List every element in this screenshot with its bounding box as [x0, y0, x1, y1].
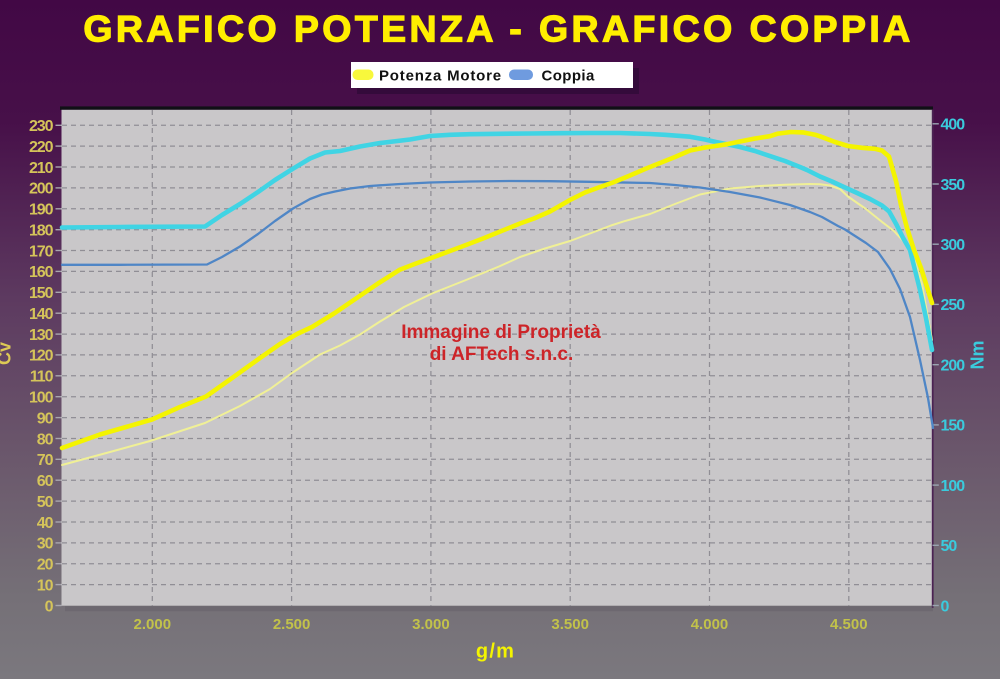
svg-text:0: 0 [45, 598, 54, 615]
svg-text:50: 50 [941, 538, 958, 555]
svg-text:210: 210 [29, 160, 54, 177]
svg-text:120: 120 [29, 348, 54, 365]
svg-text:g/m: g/m [476, 641, 515, 663]
svg-text:3.000: 3.000 [412, 616, 450, 633]
svg-text:GRAFICO POTENZA - GRAFICO COPP: GRAFICO POTENZA - GRAFICO COPPIA [83, 7, 913, 49]
svg-text:400: 400 [941, 117, 966, 134]
svg-text:2.000: 2.000 [134, 616, 172, 633]
svg-text:Nm: Nm [968, 340, 988, 369]
svg-text:180: 180 [29, 223, 54, 240]
svg-text:30: 30 [37, 536, 54, 553]
svg-text:150: 150 [941, 418, 966, 435]
svg-text:220: 220 [29, 139, 54, 156]
svg-text:50: 50 [37, 494, 54, 511]
svg-text:350: 350 [941, 177, 966, 194]
svg-text:130: 130 [29, 327, 54, 344]
svg-text:70: 70 [37, 452, 54, 469]
svg-text:100: 100 [941, 478, 966, 495]
svg-text:230: 230 [29, 118, 54, 135]
svg-text:170: 170 [29, 243, 54, 260]
svg-text:Potenza Motore: Potenza Motore [379, 68, 502, 85]
svg-text:di AFTech s.n.c.: di AFTech s.n.c. [430, 344, 574, 365]
svg-text:140: 140 [29, 306, 54, 323]
svg-text:40: 40 [37, 515, 54, 532]
svg-text:4.000: 4.000 [691, 616, 729, 633]
svg-text:10: 10 [37, 577, 54, 594]
svg-text:0: 0 [941, 598, 950, 615]
svg-text:200: 200 [941, 358, 966, 375]
svg-text:150: 150 [29, 285, 54, 302]
svg-text:20: 20 [37, 557, 54, 574]
svg-text:Cv: Cv [0, 342, 15, 365]
svg-text:300: 300 [941, 237, 966, 254]
svg-text:200: 200 [29, 181, 54, 198]
svg-text:190: 190 [29, 202, 54, 219]
svg-text:110: 110 [30, 369, 54, 386]
svg-text:80: 80 [37, 431, 54, 448]
svg-text:Immagine di Proprietà: Immagine di Proprietà [401, 322, 601, 343]
svg-text:Coppia: Coppia [542, 68, 595, 85]
svg-text:250: 250 [941, 297, 966, 314]
svg-text:4.500: 4.500 [830, 616, 868, 633]
svg-text:3.500: 3.500 [551, 616, 589, 633]
svg-text:100: 100 [29, 390, 54, 407]
svg-text:2.500: 2.500 [273, 616, 311, 633]
svg-text:90: 90 [37, 410, 54, 427]
svg-text:160: 160 [29, 264, 54, 281]
svg-text:60: 60 [37, 473, 54, 490]
